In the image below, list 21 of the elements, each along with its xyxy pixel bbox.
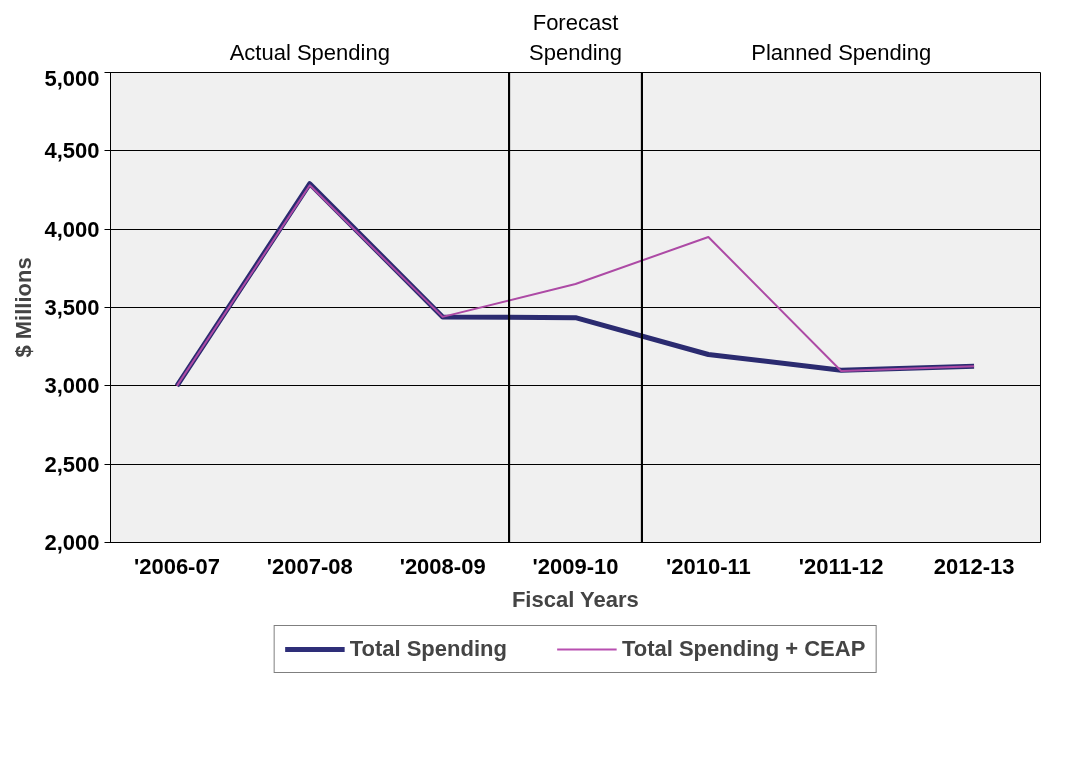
- y-tick-label: 4,000: [44, 216, 100, 242]
- band-label: Planned Spending: [751, 39, 932, 65]
- x-tick-label: '2009-10: [532, 553, 619, 579]
- band-label: Forecast Spending: [529, 9, 622, 65]
- y-axis-title: $ Millions: [11, 257, 37, 358]
- x-tick-label: 2012-13: [933, 553, 1015, 579]
- x-tick-label: '2007-08: [266, 553, 353, 579]
- y-tick-label: 2,000: [44, 530, 100, 555]
- y-tick-label: 3,000: [44, 373, 100, 399]
- x-tick-label: '2008-09: [399, 553, 486, 579]
- band-label: Actual Spending: [229, 39, 390, 65]
- legend-label: Total Spending + CEAP: [621, 636, 866, 662]
- y-tick-label: 4,500: [44, 138, 100, 164]
- y-tick-label: 2,500: [44, 451, 100, 477]
- y-tick-label: 3,500: [44, 295, 100, 320]
- x-tick-label: '2011-12: [798, 553, 884, 579]
- y-tick-label: 5,000: [44, 65, 100, 91]
- x-tick-label: '2010-11: [665, 553, 751, 579]
- x-axis-title: Fiscal Years: [511, 586, 639, 612]
- x-tick-label: '2006-07: [133, 553, 220, 579]
- legend-label: Total Spending: [349, 636, 507, 662]
